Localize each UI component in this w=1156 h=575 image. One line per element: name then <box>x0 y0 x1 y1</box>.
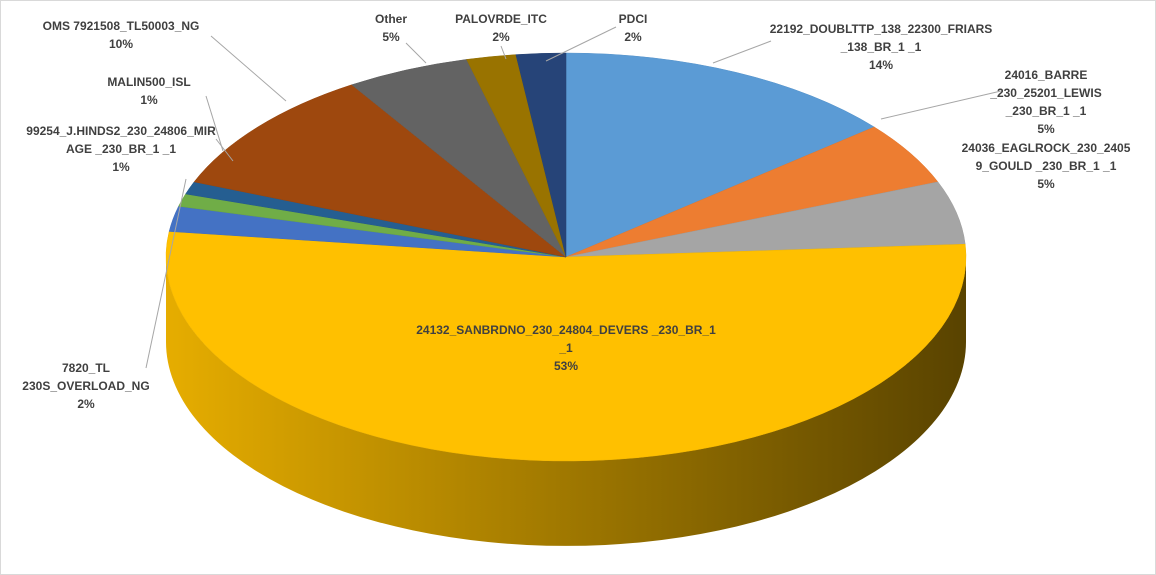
leader-line <box>205 95 224 152</box>
leader-line <box>545 26 617 62</box>
data-label: MALIN500_ISL 1% <box>94 73 204 109</box>
leader-line <box>500 45 507 60</box>
slice <box>515 52 567 258</box>
label-percent: 10% <box>108 37 134 51</box>
label-name: 24132_SANBRDNO_230_24804_DEVERS _230_BR_… <box>416 323 716 355</box>
data-label: 24036_EAGLROCK_230_24059_GOULD _230_BR_1… <box>959 139 1134 193</box>
leader-line <box>712 40 772 64</box>
data-label: 99254_J.HINDS2_230_24806_MIRAGE _230_BR_… <box>26 122 216 176</box>
leader-line <box>880 90 1002 120</box>
label-name: PDCI <box>618 12 648 26</box>
label-name: PALOVRDE_ITC <box>455 12 547 26</box>
label-percent: 2% <box>624 30 642 44</box>
leader-line <box>145 178 187 369</box>
label-percent: 1% <box>140 93 158 107</box>
label-name: Other <box>374 12 407 26</box>
label-name: 24036_EAGLROCK_230_24059_GOULD _230_BR_1… <box>961 141 1131 173</box>
leader-line <box>215 138 234 162</box>
data-label: PALOVRDE_ITC 2% <box>446 10 556 46</box>
label-name: 22192_DOUBLTTP_138_22300_FRIARS _138_BR_… <box>769 22 993 54</box>
data-label: 22192_DOUBLTTP_138_22300_FRIARS _138_BR_… <box>769 20 994 74</box>
data-label: PDCI 2% <box>603 10 663 46</box>
data-label: Other 5% <box>361 10 421 46</box>
slice-side <box>166 257 966 546</box>
label-percent: 14% <box>868 58 894 72</box>
slice <box>565 52 875 258</box>
label-percent: 53% <box>553 359 579 373</box>
label-percent: 5% <box>1037 122 1055 136</box>
label-name: OMS 7921508_TL50003_NG <box>42 19 200 33</box>
data-label: 24016_BARRE _230_25201_LEWIS _230_BR_1 _… <box>984 66 1109 138</box>
label-name: 24016_BARRE _230_25201_LEWIS _230_BR_1 _… <box>990 68 1102 118</box>
data-label: OMS 7921508_TL50003_NG 10% <box>21 17 221 53</box>
label-percent: 1% <box>112 160 130 174</box>
label-percent: 5% <box>382 30 400 44</box>
data-label: 24132_SANBRDNO_230_24804_DEVERS _230_BR_… <box>416 321 716 375</box>
slice <box>165 231 967 462</box>
label-name: 7820_TL 230S_OVERLOAD_NG <box>22 361 150 393</box>
label-name: 99254_J.HINDS2_230_24806_MIRAGE _230_BR_… <box>26 124 216 156</box>
slice <box>193 84 567 258</box>
label-percent: 2% <box>77 397 95 411</box>
data-label: 7820_TL 230S_OVERLOAD_NG 2% <box>21 359 151 413</box>
label-name: MALIN500_ISL <box>107 75 191 89</box>
label-percent: 5% <box>1037 177 1055 191</box>
leader-line <box>210 35 287 102</box>
label-percent: 2% <box>492 30 510 44</box>
leader-line <box>405 42 427 64</box>
